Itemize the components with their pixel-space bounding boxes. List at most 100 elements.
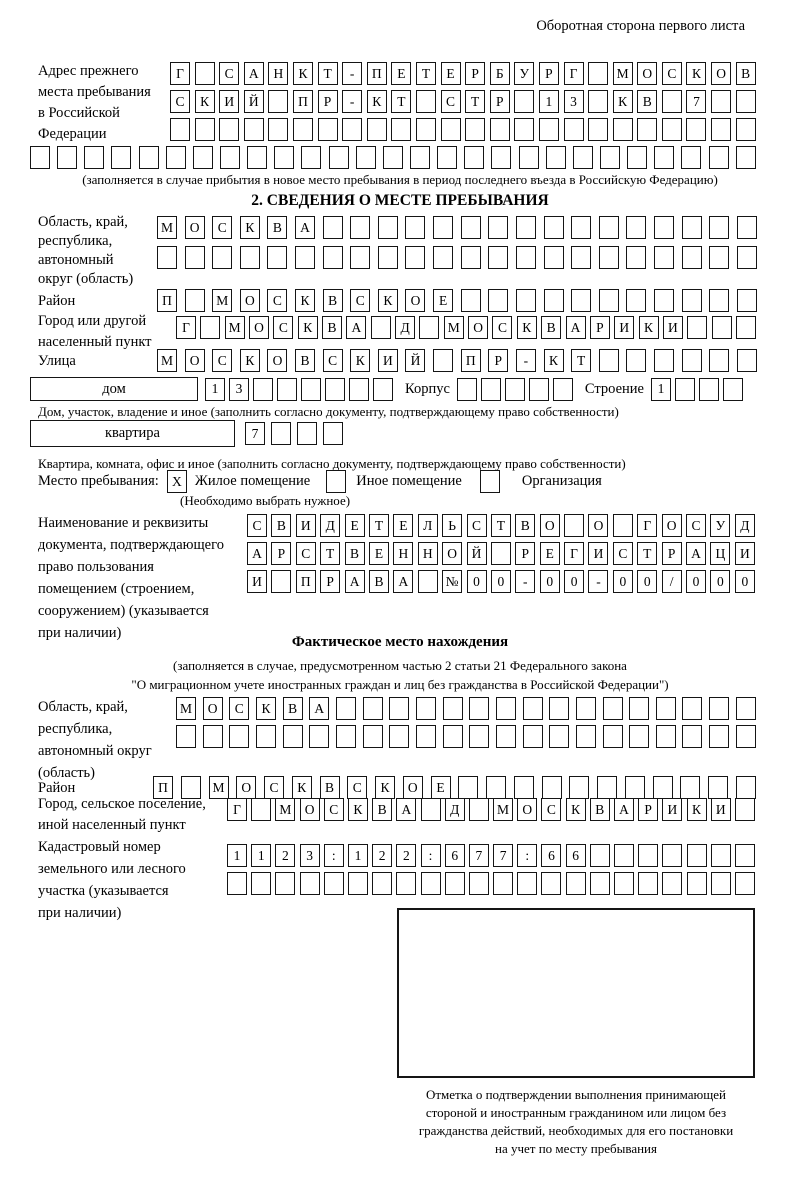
char-box: [588, 90, 609, 113]
char-box: [626, 349, 647, 372]
char-box: К: [239, 349, 260, 372]
char-box: Г: [227, 798, 247, 821]
char-box: [377, 216, 398, 239]
city-label: Город или другой населенный пункт: [38, 311, 152, 353]
char-box: Т: [320, 542, 341, 565]
char-box: [709, 289, 730, 312]
region-label-line: республика,: [38, 233, 113, 249]
char-box: [709, 246, 730, 269]
char-box: [518, 146, 539, 169]
char-box: Р: [661, 542, 682, 565]
char-box: [355, 146, 376, 169]
char-box: :: [323, 844, 344, 867]
char-box: [396, 872, 417, 895]
stamp-box: [397, 908, 755, 1078]
char-box: 6: [541, 844, 562, 867]
char-box: Р: [271, 542, 292, 565]
apartment-cells: 7: [245, 422, 343, 445]
char-box: Р: [538, 62, 559, 85]
char-box: [275, 872, 296, 895]
region2-label-line: республика,: [38, 721, 113, 737]
char-box: [709, 216, 730, 239]
char-box: В: [267, 216, 288, 239]
char-box: [735, 118, 756, 141]
char-box: [480, 377, 501, 401]
char-box: [589, 872, 610, 895]
char-box: Е: [539, 542, 560, 565]
char-box: Р: [638, 798, 659, 821]
char-box: [219, 118, 240, 141]
region2-row-2: [176, 725, 756, 748]
char-box: В: [368, 570, 389, 593]
char-box: [405, 246, 426, 269]
char-box: К: [612, 90, 633, 113]
char-box: [522, 697, 543, 720]
apartment-field-box: квартира: [30, 420, 235, 447]
char-box: [184, 246, 205, 269]
char-box: [295, 246, 316, 269]
char-box: Р: [317, 90, 338, 113]
char-box: У: [710, 514, 731, 537]
char-box: Т: [415, 62, 436, 85]
char-box: [722, 377, 743, 401]
char-box: [405, 216, 426, 239]
prev-address-row-4: [30, 146, 756, 169]
char-box: [322, 216, 343, 239]
district2-label: Район: [38, 780, 76, 796]
char-box: [415, 118, 436, 141]
char-box: [389, 725, 410, 748]
char-box: [629, 697, 650, 720]
char-box: [372, 872, 393, 895]
char-box: Д: [444, 798, 465, 821]
char-box: [602, 725, 623, 748]
prev-address-row-3: [170, 118, 756, 141]
char-box: 1: [538, 90, 559, 113]
section2-title: 2. СВЕДЕНИЯ О МЕСТЕ ПРЕБЫВАНИЯ: [251, 192, 549, 209]
char-box: Ц: [710, 542, 731, 565]
char-box: [681, 246, 702, 269]
char-box: М: [157, 349, 177, 372]
char-box: [698, 377, 719, 401]
char-box: :: [420, 844, 441, 867]
char-box: Т: [571, 349, 592, 372]
char-box: О: [239, 289, 260, 312]
char-box: [686, 872, 707, 895]
char-box: О: [267, 349, 288, 372]
char-box: [598, 216, 619, 239]
char-box: [417, 570, 438, 593]
char-box: [736, 349, 757, 372]
char-box: К: [239, 216, 260, 239]
char-box: С: [612, 542, 633, 565]
char-box: [491, 146, 512, 169]
char-box: [194, 118, 215, 141]
char-box: [711, 316, 732, 339]
char-box: Р: [320, 570, 341, 593]
char-box: [437, 146, 458, 169]
char-box: М: [493, 798, 514, 821]
stamp-caption-line: гражданства действий, необходимых для ег…: [418, 1123, 734, 1138]
char-box: [299, 872, 320, 895]
char-box: [653, 246, 674, 269]
stamp-caption-line: Отметка о подтверждении выполнения прини…: [425, 1087, 727, 1102]
char-box: [734, 798, 755, 821]
doc-label-line: документа, подтверждающего: [38, 537, 224, 553]
char-box: Д: [395, 316, 416, 339]
char-box: [490, 542, 511, 565]
cadastral-label-line: Кадастровый номер: [38, 839, 161, 855]
char-box: [165, 146, 186, 169]
char-box: [292, 118, 313, 141]
char-box: С: [212, 216, 233, 239]
char-box: [440, 118, 461, 141]
char-box: [538, 118, 559, 141]
char-box: [652, 776, 673, 799]
char-box: [735, 697, 756, 720]
char-box: [626, 289, 647, 312]
prev-address-label: Адрес прежнего места пребывания в Россий…: [38, 61, 151, 145]
char-box: 1: [227, 844, 247, 867]
stay-type-row: Место пребывания: X Жилое помещение Иное…: [38, 470, 602, 493]
char-box: К: [295, 289, 316, 312]
char-box: А: [344, 570, 365, 593]
